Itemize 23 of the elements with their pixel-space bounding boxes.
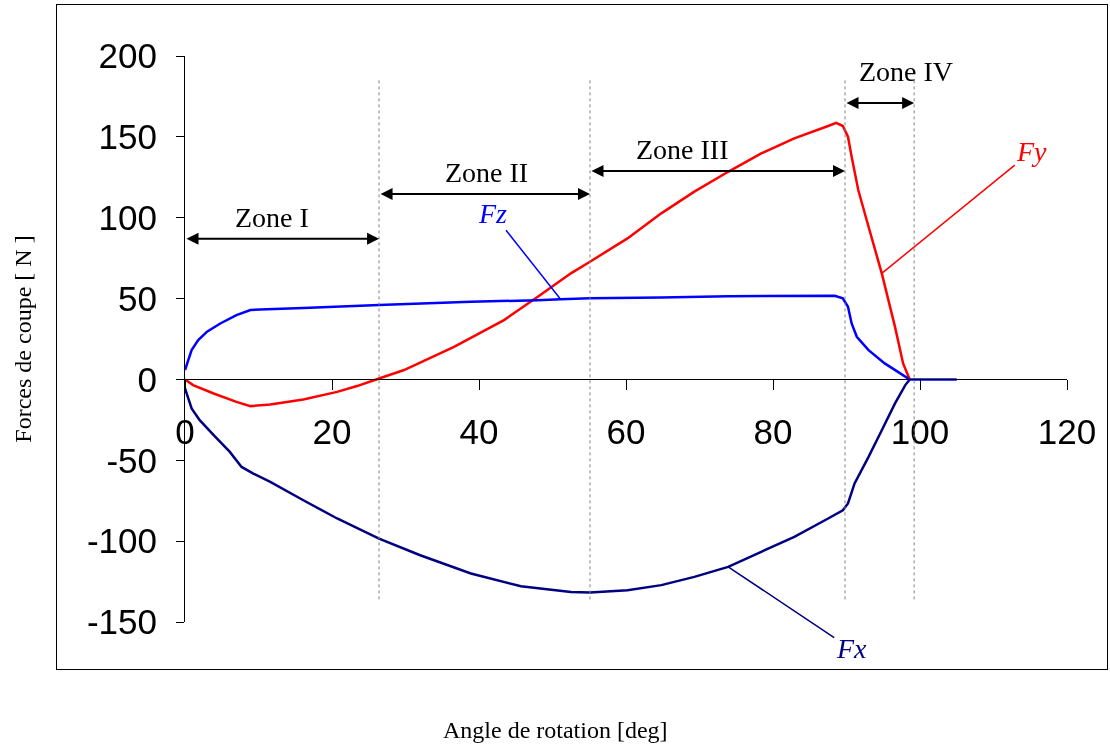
y-tick-label: 50 xyxy=(118,278,157,318)
y-tick-label: -150 xyxy=(86,602,157,642)
y-tick-label: 150 xyxy=(98,117,157,157)
text: Fy xyxy=(1016,136,1048,167)
y-tick-label: 0 xyxy=(137,359,157,399)
text: Fz xyxy=(478,198,508,229)
y-tick-label: -100 xyxy=(86,521,157,561)
y-tick-label: -50 xyxy=(106,440,157,480)
y-axis-title: Forces de coupe [ N ] xyxy=(10,235,37,443)
annotation: Zone I xyxy=(235,202,309,233)
y-tick-label: 100 xyxy=(98,197,157,237)
text: Fx xyxy=(836,633,868,664)
annotation: Zone II xyxy=(445,157,529,188)
x-tick-label: 120 xyxy=(1037,412,1097,452)
x-axis-title: Angle de rotation [deg] xyxy=(443,717,668,743)
x-tick-label: 20 xyxy=(312,412,352,452)
x-tick-label: 60 xyxy=(606,412,646,452)
annotation: Zone III xyxy=(636,134,729,165)
x-tick-label: 40 xyxy=(459,412,499,452)
annotation: Zone IV xyxy=(859,56,954,87)
x-tick-label: 100 xyxy=(890,412,950,452)
x-tick-label: 80 xyxy=(753,412,793,452)
y-tick-label: 200 xyxy=(98,36,157,76)
